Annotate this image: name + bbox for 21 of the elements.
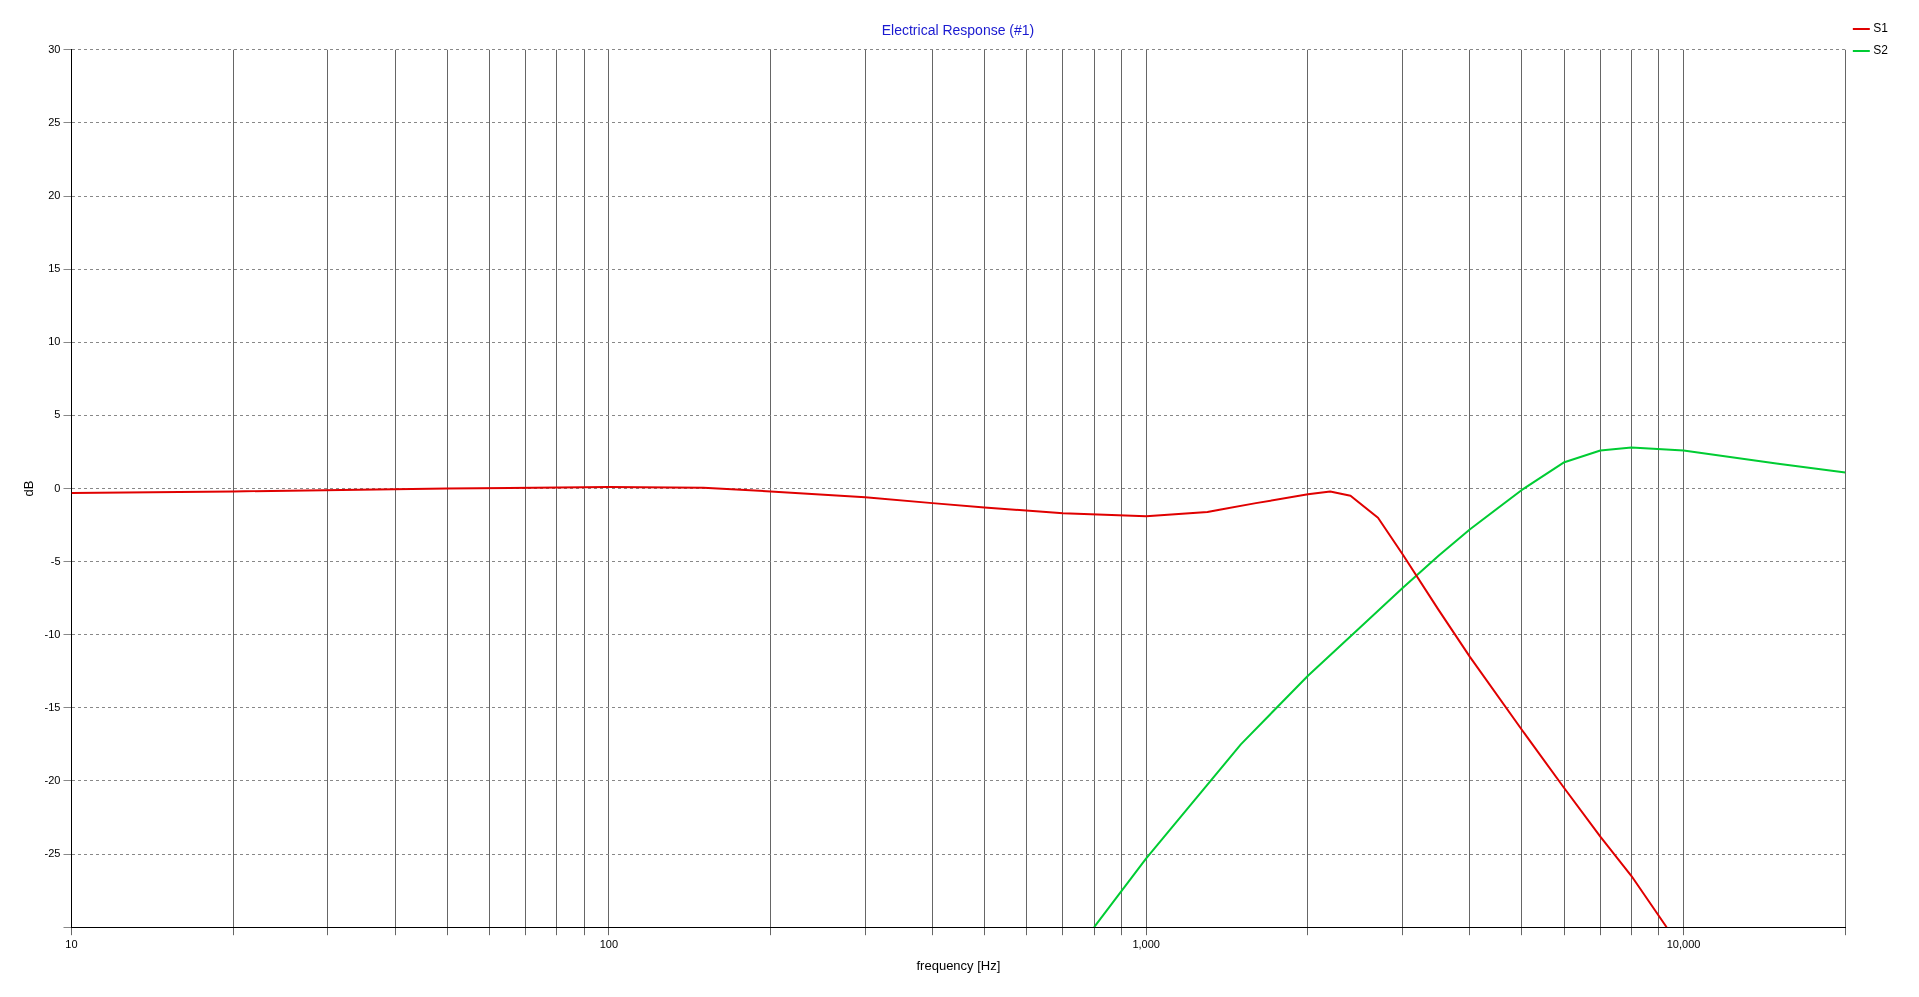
x-tick-label: 10,000 <box>1666 937 1701 950</box>
y-tick-label: -15 <box>44 700 61 713</box>
x-tick-label: 10 <box>65 937 78 950</box>
x-tick-label: 100 <box>599 937 619 950</box>
x-tick-label: 1,000 <box>1132 937 1160 950</box>
y-tick-label: 10 <box>48 335 61 348</box>
y-tick-label: 30 <box>48 42 61 55</box>
y-axis-title: dB <box>21 480 37 497</box>
y-tick-label: 5 <box>54 408 61 421</box>
x-axis-title: frequency [Hz] <box>916 957 1001 973</box>
y-tick-label: -5 <box>50 554 61 567</box>
y-tick-label: 25 <box>48 115 61 128</box>
y-tick-label: 0 <box>54 481 61 494</box>
legend-label: S2 <box>1873 43 1889 58</box>
y-tick-label: 20 <box>48 189 61 202</box>
y-tick-label: -25 <box>44 847 61 860</box>
y-tick-label: 15 <box>48 262 61 275</box>
y-tick-label: -10 <box>44 627 61 640</box>
chart-title: Electrical Response (#1) <box>881 22 1035 39</box>
y-tick-label: -20 <box>44 774 61 786</box>
legend-label: S1 <box>1873 21 1889 36</box>
